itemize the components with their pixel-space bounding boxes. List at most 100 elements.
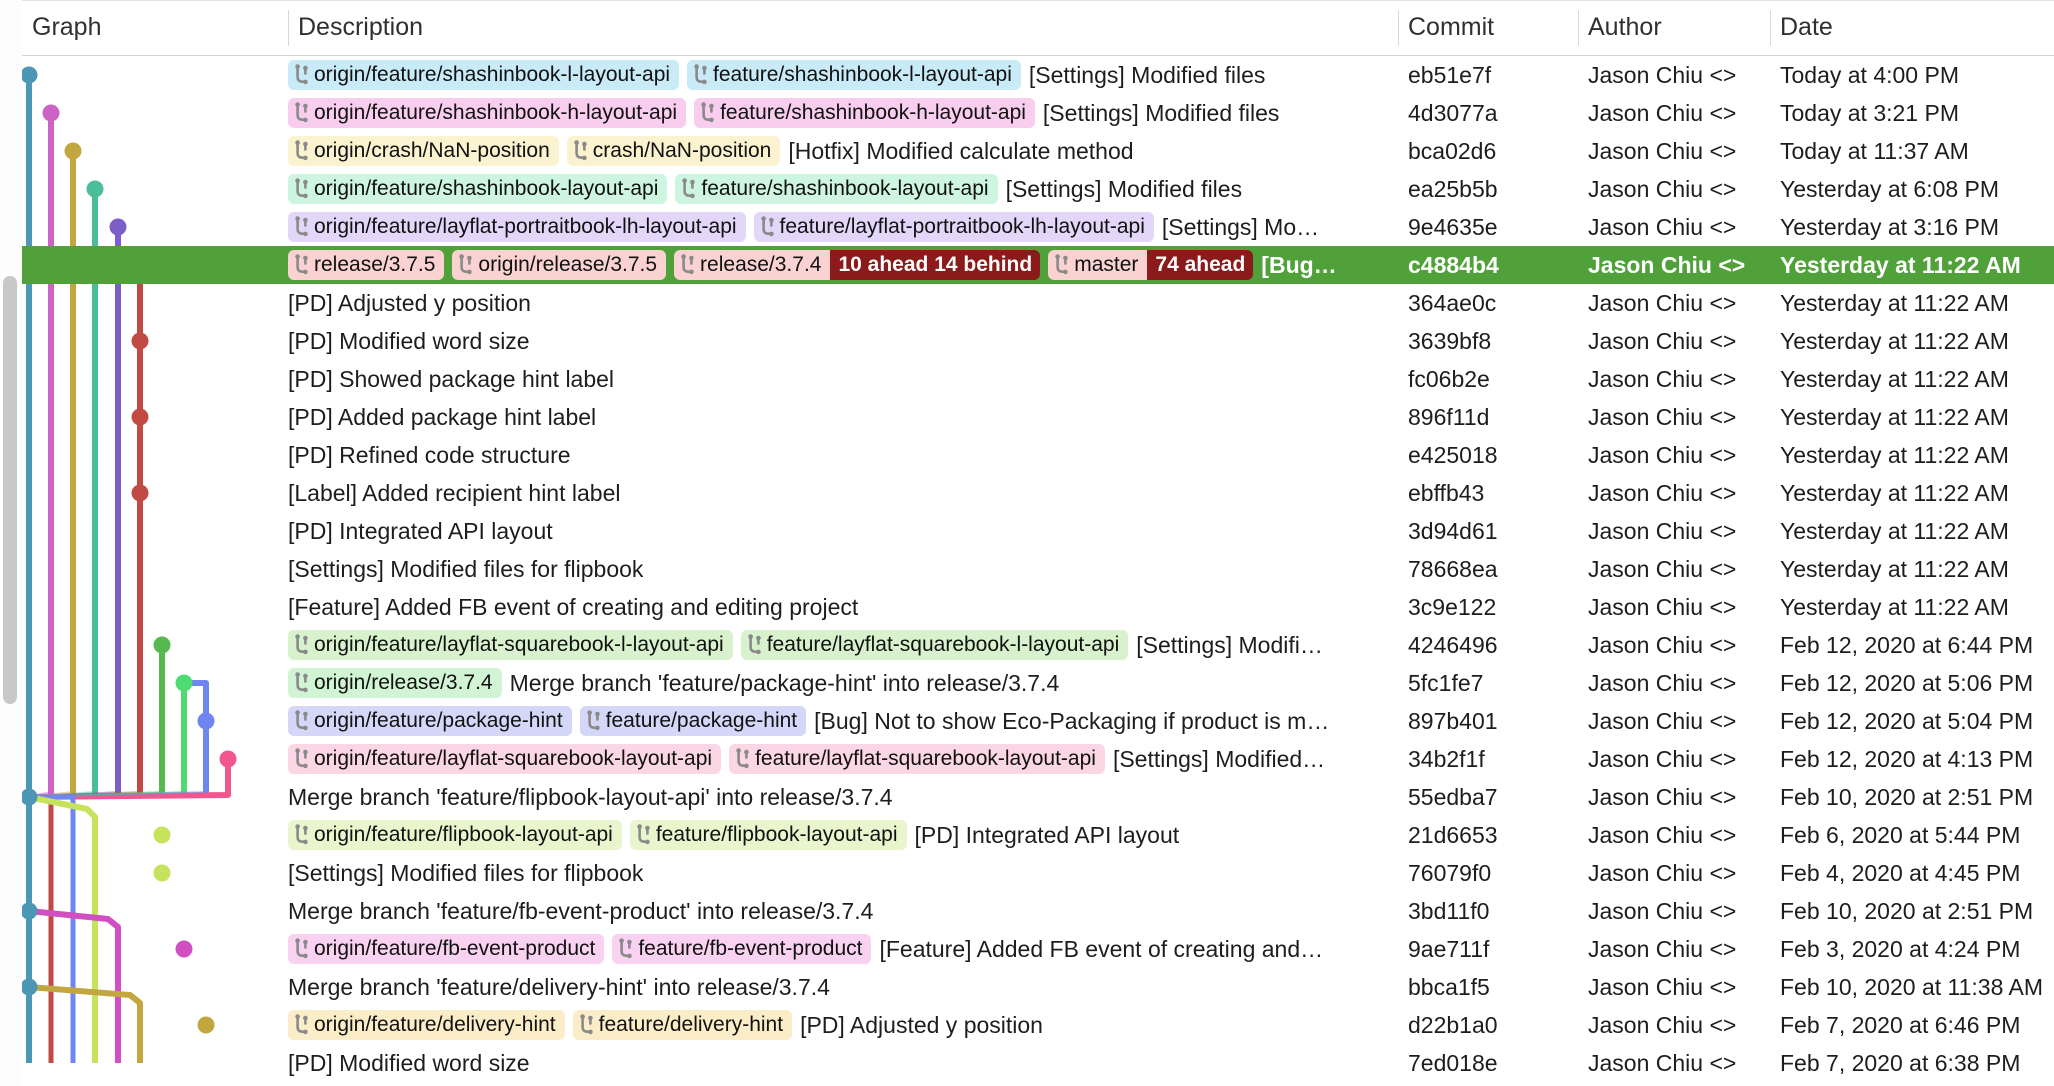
commit-row[interactable]: origin/feature/shashinbook-l-layout-api f…: [22, 56, 2054, 94]
commit-row[interactable]: origin/release/3.7.4 Merge branch 'featur…: [22, 664, 2054, 702]
commit-row[interactable]: origin/feature/layflat-squarebook-layout…: [22, 740, 2054, 778]
branch-ref-chip[interactable]: release/3.7.4: [674, 250, 831, 280]
branch-ref-chip[interactable]: origin/crash/NaN-position: [288, 136, 559, 166]
commit-row[interactable]: [PD] Modified word size 7ed018e Jason Chiu…: [22, 1044, 2054, 1082]
branch-ref-chip[interactable]: origin/feature/package-hint: [288, 706, 572, 736]
branch-ref-chip[interactable]: feature/flipbook-layout-api: [629, 820, 907, 850]
column-divider[interactable]: [1578, 10, 1579, 46]
commit-hash: fc06b2e: [1408, 366, 1490, 392]
commit-description-cell[interactable]: Merge branch 'feature/flipbook-layout-ap…: [288, 778, 1378, 816]
commit-row[interactable]: Merge branch 'feature/flipbook-layout-ap…: [22, 778, 2054, 816]
commit-description-cell[interactable]: Merge branch 'feature/delivery-hint' int…: [288, 968, 1378, 1006]
column-divider[interactable]: [1398, 10, 1399, 46]
commit-row[interactable]: [Feature] Added FB event of creating and…: [22, 588, 2054, 626]
commit-description-cell[interactable]: release/3.7.5 origin/release/3.7.5 release…: [288, 246, 1378, 284]
column-header-author[interactable]: Author: [1588, 13, 1662, 41]
column-divider[interactable]: [1770, 10, 1771, 46]
branch-icon: [680, 254, 695, 276]
commit-row[interactable]: [Label] Added recipient hint label ebffb4…: [22, 474, 2054, 512]
commit-row[interactable]: [PD] Added package hint label 896f11d Jaso…: [22, 398, 2054, 436]
column-divider[interactable]: [288, 10, 289, 46]
commit-row[interactable]: origin/feature/flipbook-layout-api featur…: [22, 816, 2054, 854]
commit-description-cell[interactable]: origin/feature/layflat-squarebook-l-layo…: [288, 626, 1378, 664]
commit-description-cell[interactable]: origin/feature/shashinbook-layout-api fea…: [288, 170, 1378, 208]
branch-ref-chip[interactable]: origin/feature/layflat-squarebook-layout…: [288, 744, 722, 774]
column-header-graph[interactable]: Graph: [32, 13, 102, 41]
commit-date: Feb 12, 2020 at 4:13 PM: [1780, 746, 2034, 772]
commit-description-cell[interactable]: origin/feature/fb-event-product feature/f…: [288, 930, 1378, 968]
vertical-scrollbar-thumb[interactable]: [3, 276, 17, 704]
commit-description-cell[interactable]: [Settings] Modified files for flipbook: [288, 854, 1378, 892]
commit-row[interactable]: [PD] Integrated API layout 3d94d61 Jason C…: [22, 512, 2054, 550]
branch-ref-chip[interactable]: release/3.7.5: [288, 250, 445, 280]
branch-ref-chip[interactable]: crash/NaN-position: [566, 136, 781, 166]
commit-row[interactable]: [PD] Adjusted y position 364ae0c Jason Chi…: [22, 284, 2054, 322]
commit-row[interactable]: origin/feature/fb-event-product feature/f…: [22, 930, 2054, 968]
commit-row[interactable]: origin/feature/delivery-hint feature/deli…: [22, 1006, 2054, 1044]
commit-row[interactable]: origin/feature/shashinbook-h-layout-api f…: [22, 94, 2054, 132]
commit-row[interactable]: origin/feature/package-hint feature/packa…: [22, 702, 2054, 740]
commit-row[interactable]: origin/feature/layflat-squarebook-l-layo…: [22, 626, 2054, 664]
commit-description-cell[interactable]: origin/feature/flipbook-layout-api featur…: [288, 816, 1378, 854]
commit-description-cell[interactable]: origin/feature/layflat-squarebook-layout…: [288, 740, 1378, 778]
branch-ref-chip[interactable]: origin/feature/delivery-hint: [288, 1010, 565, 1040]
column-header-desc[interactable]: Description: [298, 13, 424, 41]
branch-ref-chip[interactable]: feature/layflat-squarebook-l-layout-api: [740, 630, 1129, 660]
branch-ref-chip[interactable]: origin/feature/shashinbook-h-layout-api: [288, 98, 687, 128]
commit-description-cell[interactable]: Merge branch 'feature/fb-event-product' …: [288, 892, 1378, 930]
branch-ref-chip[interactable]: feature/fb-event-product: [612, 934, 872, 964]
commit-description-cell[interactable]: [PD] Refined code structure: [288, 436, 1378, 474]
branch-ref-chip[interactable]: feature/delivery-hint: [572, 1010, 793, 1040]
commit-description-cell[interactable]: origin/release/3.7.4 Merge branch 'featur…: [288, 664, 1378, 702]
branch-ref-chip[interactable]: origin/release/3.7.5: [452, 250, 667, 280]
commit-row[interactable]: origin/crash/NaN-position crash/NaN-posit…: [22, 132, 2054, 170]
commit-description-cell[interactable]: [Label] Added recipient hint label: [288, 474, 1378, 512]
branch-ref-chip[interactable]: origin/feature/shashinbook-l-layout-api: [288, 60, 680, 90]
commit-description-cell[interactable]: [PD] Modified word size: [288, 1044, 1378, 1082]
commit-row[interactable]: origin/feature/shashinbook-layout-api fea…: [22, 170, 2054, 208]
commit-description-cell[interactable]: origin/feature/layflat-portraitbook-lh-l…: [288, 208, 1378, 246]
column-header-commit[interactable]: Commit: [1408, 13, 1495, 41]
branch-ref-with-tracking[interactable]: release/3.7.4 10 ahead 14 behind: [674, 250, 1041, 280]
commit-row[interactable]: [PD] Showed package hint label fc06b2e Jas…: [22, 360, 2054, 398]
commit-description-cell[interactable]: [PD] Showed package hint label: [288, 360, 1378, 398]
branch-ref-with-tracking[interactable]: master 74 ahead: [1048, 250, 1254, 280]
branch-ref-chip[interactable]: feature/shashinbook-layout-api: [675, 174, 998, 204]
branch-ref-chip[interactable]: origin/feature/fb-event-product: [288, 934, 605, 964]
commit-row[interactable]: [PD] Refined code structure e425018 Jason …: [22, 436, 2054, 474]
branch-ref-chip[interactable]: master: [1048, 250, 1148, 280]
commit-row[interactable]: Merge branch 'feature/fb-event-product' …: [22, 892, 2054, 930]
commit-description-cell[interactable]: [PD] Added package hint label: [288, 398, 1378, 436]
column-header-date[interactable]: Date: [1780, 13, 1833, 41]
branch-ref-chip[interactable]: origin/feature/layflat-squarebook-l-layo…: [288, 630, 733, 660]
branch-ref-chip[interactable]: feature/package-hint: [579, 706, 807, 736]
commit-description-cell[interactable]: [PD] Modified word size: [288, 322, 1378, 360]
branch-ref-chip[interactable]: origin/release/3.7.4: [288, 668, 502, 698]
branch-ref-chip[interactable]: feature/layflat-portraitbook-lh-layout-a…: [753, 212, 1154, 242]
commit-row[interactable]: Merge branch 'feature/delivery-hint' int…: [22, 968, 2054, 1006]
commit-description-cell[interactable]: origin/feature/package-hint feature/packa…: [288, 702, 1378, 740]
commit-row[interactable]: [Settings] Modified files for flipbook 78…: [22, 550, 2054, 588]
commit-row[interactable]: [Settings] Modified files for flipbook 76…: [22, 854, 2054, 892]
commit-description-cell[interactable]: origin/crash/NaN-position crash/NaN-posit…: [288, 132, 1378, 170]
branch-ref-chip[interactable]: origin/feature/shashinbook-layout-api: [288, 174, 668, 204]
commit-description-cell[interactable]: [PD] Adjusted y position: [288, 284, 1378, 322]
commit-description-cell[interactable]: origin/feature/shashinbook-h-layout-api f…: [288, 94, 1378, 132]
commit-description-cell[interactable]: origin/feature/delivery-hint feature/deli…: [288, 1006, 1378, 1044]
branch-icon: [294, 178, 309, 200]
commit-description-cell[interactable]: [Feature] Added FB event of creating and…: [288, 588, 1378, 626]
branch-ref-chip[interactable]: origin/feature/layflat-portraitbook-lh-l…: [288, 212, 746, 242]
commit-description-cell[interactable]: [Settings] Modified files for flipbook: [288, 550, 1378, 588]
branch-ref-chip[interactable]: origin/feature/flipbook-layout-api: [288, 820, 622, 850]
commit-description-cell[interactable]: origin/feature/shashinbook-l-layout-api f…: [288, 56, 1378, 94]
commit-row[interactable]: [PD] Modified word size 3639bf8 Jason Chiu…: [22, 322, 2054, 360]
commit-author: Jason Chiu <>: [1588, 974, 1737, 1000]
branch-ref-chip[interactable]: feature/shashinbook-h-layout-api: [694, 98, 1035, 128]
branch-ref-label: release/3.7.4: [700, 253, 822, 276]
branch-ref-chip[interactable]: feature/shashinbook-l-layout-api: [687, 60, 1021, 90]
commit-author: Jason Chiu <>: [1588, 100, 1737, 126]
commit-row[interactable]: release/3.7.5 origin/release/3.7.5 release…: [22, 246, 2054, 284]
branch-ref-chip[interactable]: feature/layflat-squarebook-layout-api: [729, 744, 1105, 774]
commit-row[interactable]: origin/feature/layflat-portraitbook-lh-l…: [22, 208, 2054, 246]
commit-description-cell[interactable]: [PD] Integrated API layout: [288, 512, 1378, 550]
